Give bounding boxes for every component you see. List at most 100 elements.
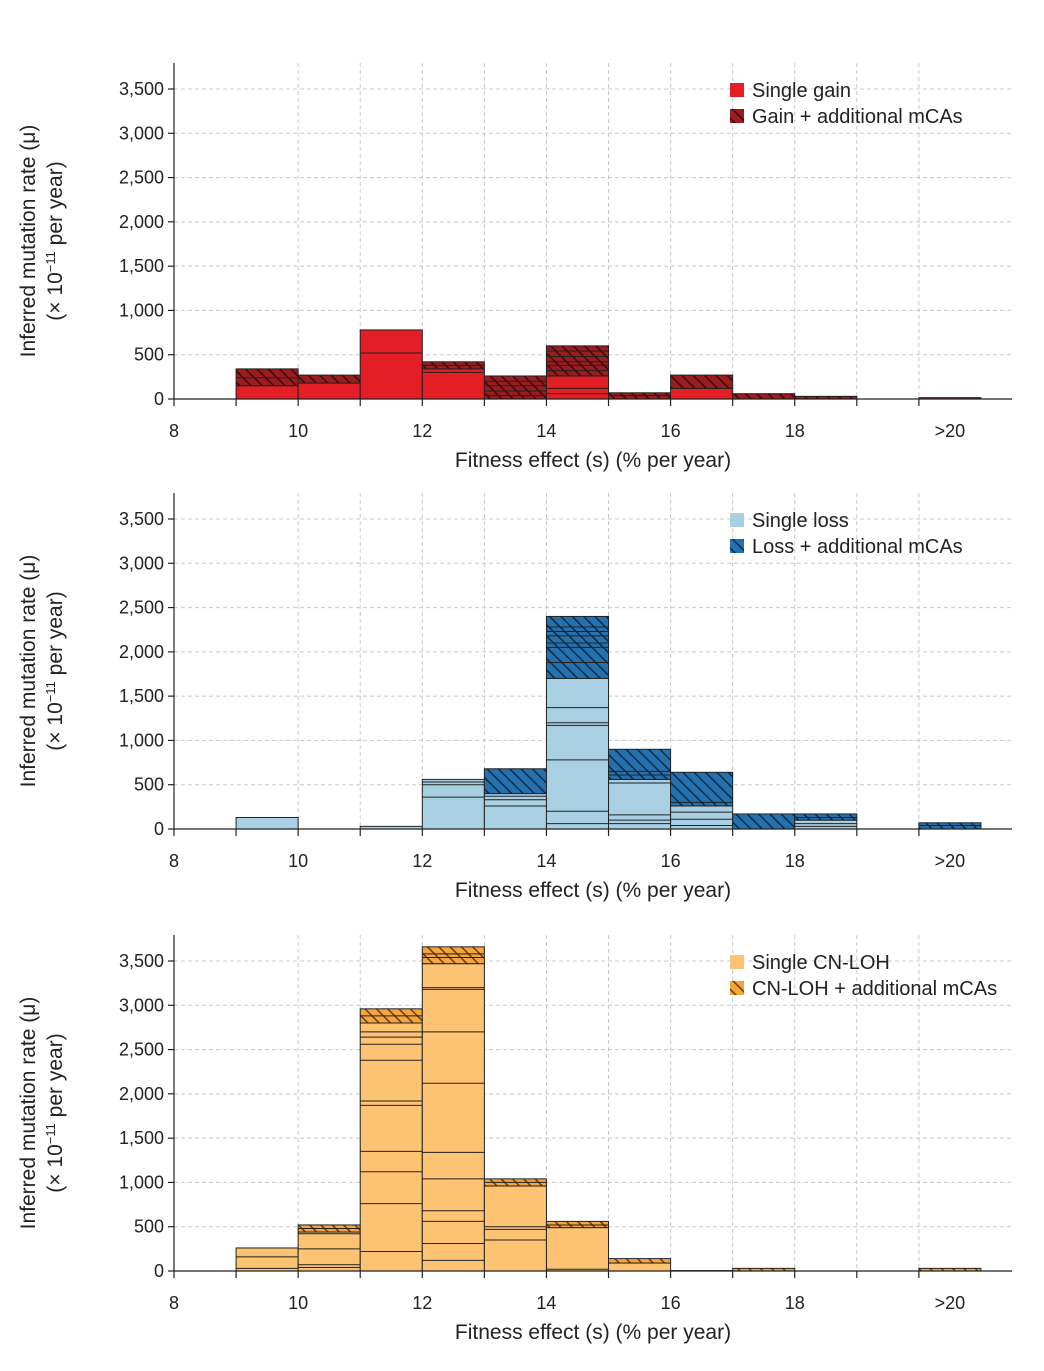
- y-tick-label: 2,000: [119, 642, 164, 662]
- y-tick-label: 0: [154, 819, 164, 839]
- bar-single: [235, 816, 299, 830]
- legend-label-single: Single loss: [752, 510, 849, 532]
- legend-loss: Single loss Loss + additional mCAs: [730, 510, 963, 558]
- y-tick-label: 0: [154, 389, 164, 409]
- legend-swatch-additional: [730, 981, 744, 995]
- bar-additional: [297, 374, 361, 384]
- chart-panel-gain: 0 500 1,000 1,500 2,000 2,500 3,000 3,500 8 10 12 1…: [17, 63, 1012, 472]
- x-tick-label: 10: [288, 851, 308, 871]
- bar-single: [608, 1262, 672, 1272]
- bar-additional: [732, 393, 796, 400]
- y-axis-label-line2: (× 10−11 per year): [43, 161, 68, 320]
- y-tick-label: 3,500: [119, 79, 164, 99]
- legend-cnloh: Single CN-LOH CN-LOH + additional mCAs: [730, 952, 997, 1000]
- bar-additional: [670, 374, 734, 389]
- bar-additional: [732, 813, 796, 830]
- bar-single: [421, 963, 485, 1272]
- bar-additional: [483, 768, 547, 795]
- x-tick-label: 18: [785, 851, 805, 871]
- y-tick-label: 3,000: [119, 995, 164, 1015]
- y-axis-label-line2: (× 10−11 per year): [43, 1033, 68, 1192]
- x-tick-label: 14: [536, 1293, 556, 1313]
- x-tick-label: 10: [288, 1293, 308, 1313]
- legend-label-additional: Gain + additional mCAs: [752, 106, 963, 128]
- x-tick-label: 16: [661, 421, 681, 441]
- x-tick-label: 12: [412, 421, 432, 441]
- legend-swatch-single: [730, 955, 744, 969]
- y-tick-label: 2,000: [119, 212, 164, 232]
- x-tick-label: >20: [935, 421, 966, 441]
- legend-swatch-additional: [730, 539, 744, 553]
- bar-single: [421, 368, 485, 400]
- y-tick-label: 3,500: [119, 509, 164, 529]
- legend-label-additional: CN-LOH + additional mCAs: [752, 978, 997, 1000]
- bar-additional: [545, 345, 610, 377]
- bar-additional: [608, 748, 672, 780]
- bar-single: [483, 793, 547, 830]
- y-tick-label: 500: [134, 1217, 164, 1237]
- bar-additional: [421, 946, 485, 965]
- bar-single: [359, 1022, 423, 1272]
- bar-single: [359, 329, 423, 400]
- y-tick-label: 2,500: [119, 168, 164, 188]
- x-tick-label: 12: [412, 1293, 432, 1313]
- chart-panel-loss: 0 500 1,000 1,500 2,000 2,500 3,000 3,500 8 10 12 1…: [17, 493, 1012, 902]
- bar-single: [608, 778, 672, 830]
- legend-swatch-single: [730, 513, 744, 527]
- legend-swatch-additional: [730, 109, 744, 123]
- legend-label-additional: Loss + additional mCAs: [752, 536, 963, 558]
- y-axis-label-line2: (× 10−11 per year): [43, 591, 68, 750]
- y-axis-label-line1: Inferred mutation rate (μ): [17, 555, 40, 788]
- y-tick-label: 3,000: [119, 553, 164, 573]
- x-tick-label: 18: [785, 421, 805, 441]
- x-axis-label: Fitness effect (s) (% per year): [455, 1321, 731, 1344]
- bar-single: [794, 819, 858, 830]
- y-axis-label-line1: Inferred mutation rate (μ): [17, 125, 40, 358]
- y-tick-label: 0: [154, 1261, 164, 1281]
- x-tick-label: 16: [661, 851, 681, 871]
- x-axis-label: Fitness effect (s) (% per year): [455, 879, 731, 902]
- legend-label-single: Single gain: [752, 80, 851, 102]
- x-tick-label: 12: [412, 851, 432, 871]
- x-tick-label: 16: [661, 1293, 681, 1313]
- chart-panel-cnloh: 0 500 1,000 1,500 2,000 2,500 3,000 3,500 8 10 12 1…: [17, 935, 1012, 1344]
- bar-additional: [608, 1258, 672, 1264]
- x-tick-label: 8: [169, 421, 179, 441]
- x-tick-label: 8: [169, 1293, 179, 1313]
- bars-cnloh: [235, 946, 982, 1272]
- legend-gain: Single gain Gain + additional mCAs: [730, 80, 963, 128]
- legend-label-single: Single CN-LOH: [752, 952, 890, 974]
- bars-gain: [235, 329, 982, 400]
- bar-single: [235, 385, 299, 400]
- grid-gain: [174, 63, 1012, 399]
- bar-single: [545, 677, 610, 830]
- bar-additional: [670, 771, 734, 807]
- y-tick-label: 500: [134, 345, 164, 365]
- x-tick-label: 10: [288, 421, 308, 441]
- y-axis-label-line1: Inferred mutation rate (μ): [17, 997, 40, 1230]
- bar-single: [235, 1247, 299, 1272]
- x-tick-label: >20: [935, 1293, 966, 1313]
- bars-loss: [235, 615, 982, 830]
- y-tick-label: 3,000: [119, 123, 164, 143]
- x-tick-label: 8: [169, 851, 179, 871]
- y-tick-label: 1,500: [119, 1128, 164, 1148]
- bar-single: [421, 778, 485, 830]
- y-tick-label: 3,500: [119, 951, 164, 971]
- bar-single: [545, 375, 610, 400]
- bar-single: [483, 1185, 547, 1272]
- x-tick-label: 18: [785, 1293, 805, 1313]
- y-tick-label: 1,000: [119, 1172, 164, 1192]
- y-tick-label: 2,500: [119, 598, 164, 618]
- bar-single: [670, 387, 734, 400]
- x-axis-label: Fitness effect (s) (% per year): [455, 449, 731, 472]
- y-tick-label: 1,000: [119, 300, 164, 320]
- bar-single: [297, 382, 361, 400]
- y-tick-label: 1,500: [119, 256, 164, 276]
- y-tick-label: 1,500: [119, 686, 164, 706]
- legend-swatch-single: [730, 83, 744, 97]
- y-tick-label: 500: [134, 775, 164, 795]
- x-tick-label: 14: [536, 421, 556, 441]
- y-tick-label: 1,000: [119, 730, 164, 750]
